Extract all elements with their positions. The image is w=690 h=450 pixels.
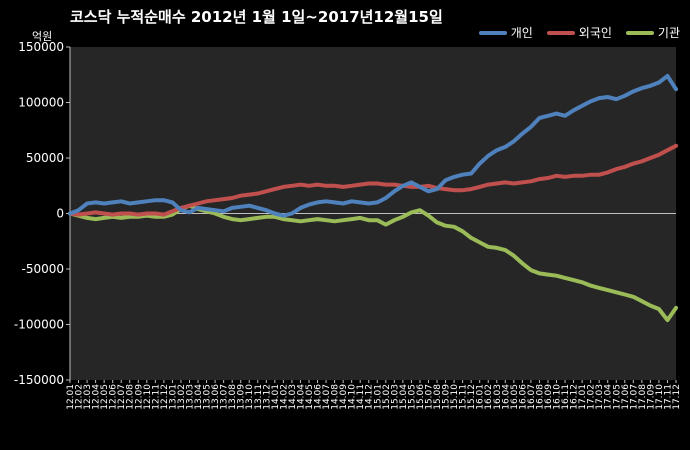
x-tick-label: 13.10 (245, 384, 255, 410)
legend-item-foreign: 외국인 (546, 24, 612, 41)
x-tick-label: 12.11 (151, 384, 161, 410)
x-tick-label: 14.07 (322, 384, 332, 410)
x-tick-label: 15.07 (424, 384, 434, 410)
y-tick-label: -50000 (21, 262, 64, 276)
x-tick-label: 13.12 (262, 384, 272, 410)
x-tick-label: 14.06 (314, 384, 324, 410)
x-tick-label: 16.08 (535, 384, 545, 410)
x-tick-label: 17.11 (663, 384, 673, 410)
y-tick-label: 0 (56, 207, 64, 221)
x-tick-label: 14.09 (339, 384, 349, 410)
x-tick-label: 15.02 (382, 384, 392, 410)
chart-title: 코스닥 누적순매수 2012년 1월 1일~2017년12월15일 (70, 8, 443, 26)
x-tick-label: 15.05 (407, 384, 417, 410)
x-tick-label: 13.11 (254, 384, 264, 410)
x-tick-label: 12.02 (75, 384, 85, 410)
x-tick-label: 15.06 (416, 384, 426, 410)
legend-label-institution: 기관 (657, 26, 680, 40)
x-tick-label: 16.04 (501, 384, 511, 410)
y-axis-unit-label: 억원 (32, 30, 53, 43)
x-tick-label: 16.11 (561, 384, 571, 410)
x-tick-label: 12.04 (92, 384, 102, 410)
y-tick-label: 150000 (18, 40, 64, 54)
x-tick-label: 13.04 (194, 384, 204, 410)
x-tick-label: 17.01 (578, 384, 588, 410)
x-tick-label: 17.09 (646, 384, 656, 410)
x-tick-label: 16.02 (484, 384, 494, 410)
x-tick-label: 17.10 (655, 384, 665, 410)
x-tick-label: 15.08 (433, 384, 443, 410)
x-tick-label: 14.04 (296, 384, 306, 410)
legend-swatch-foreign (546, 30, 575, 35)
y-tick-label: -150000 (14, 373, 64, 387)
x-tick-label: 13.08 (228, 384, 238, 410)
x-tick-label: 17.08 (638, 384, 648, 410)
x-tick-label: 14.12 (365, 384, 375, 410)
y-tick-label: 100000 (18, 96, 64, 110)
x-tick-label: 15.09 (442, 384, 452, 410)
x-tick-label: 15.01 (373, 384, 383, 410)
legend-item-institution: 기관 (625, 24, 680, 41)
x-tick-label: 13.02 (177, 384, 187, 410)
x-tick-label: 12.07 (117, 384, 127, 410)
legend: 개인 외국인 기관 (478, 24, 680, 41)
series-line-institution (68, 203, 678, 323)
x-tick-label: 12.12 (160, 384, 170, 410)
legend-label-foreign: 외국인 (578, 26, 612, 40)
x-tick-label: 15.10 (450, 384, 460, 410)
x-tick-label: 13.07 (220, 384, 230, 410)
x-tick-label: 14.05 (305, 384, 315, 410)
x-tick-label: 12.01 (66, 384, 76, 410)
x-tick-label: 15.11 (459, 384, 469, 410)
x-tick-label: 12.09 (134, 384, 144, 410)
x-tick-label: 15.04 (399, 384, 409, 410)
x-tick-label: 17.03 (595, 384, 605, 410)
x-tick-label: 14.01 (271, 384, 281, 410)
x-tick-label: 17.06 (621, 384, 631, 410)
x-tick-label: 15.12 (467, 384, 477, 410)
x-tick-label: 17.04 (604, 384, 614, 410)
x-tick-label: 16.01 (476, 384, 486, 410)
x-tick-label: 16.12 (570, 384, 580, 410)
x-tick-label: 17.05 (612, 384, 622, 410)
x-tick-label: 12.03 (83, 384, 93, 410)
x-tick-label: 13.05 (203, 384, 213, 410)
x-tick-label: 14.02 (279, 384, 289, 410)
x-tick-label: 16.05 (510, 384, 520, 410)
x-tick-label: 16.07 (527, 384, 537, 410)
legend-item-individual: 개인 (478, 24, 533, 41)
x-tick-label: 14.03 (288, 384, 298, 410)
x-tick-label: 12.05 (100, 384, 110, 410)
x-tick-label: 13.03 (185, 384, 195, 410)
x-tick-label: 13.01 (168, 384, 178, 410)
x-tick-label: 13.06 (211, 384, 221, 410)
x-tick-label: 16.10 (553, 384, 563, 410)
x-tick-label: 17.02 (587, 384, 597, 410)
x-tick-label: 17.07 (629, 384, 639, 410)
legend-swatch-individual (478, 30, 507, 35)
x-tick-label: 14.11 (356, 384, 366, 410)
x-tick-label: 12.08 (126, 384, 136, 410)
x-tick-label: 12.06 (109, 384, 119, 410)
x-tick-label: 17.12 (672, 384, 682, 410)
legend-swatch-institution (625, 30, 654, 35)
x-tick-label: 13.09 (237, 384, 247, 410)
x-tick-label: 12.10 (143, 384, 153, 410)
x-tick-label: 16.03 (493, 384, 503, 410)
y-tick-label: -100000 (14, 318, 64, 332)
legend-label-individual: 개인 (510, 26, 533, 40)
x-tick-label: 15.03 (390, 384, 400, 410)
series-line-foreign (68, 143, 678, 217)
x-tick-label: 16.06 (518, 384, 528, 410)
x-tick-label: 14.10 (348, 384, 358, 410)
x-tick-label: 14.08 (331, 384, 341, 410)
y-tick-label: 50000 (26, 151, 64, 165)
x-tick-label: 16.09 (544, 384, 554, 410)
series-line-individual (68, 73, 678, 218)
